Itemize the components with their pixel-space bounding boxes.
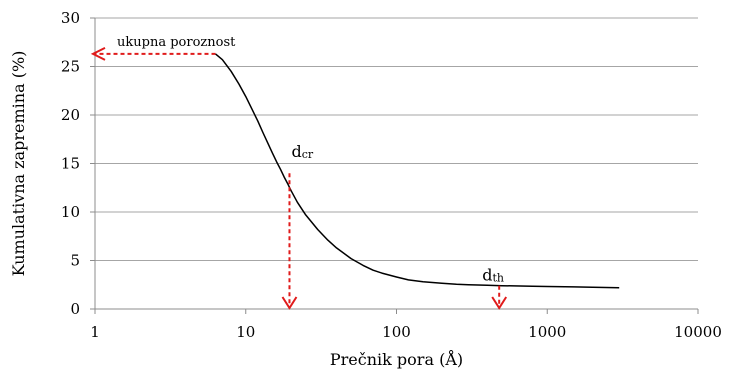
series (215, 53, 620, 289)
y-tick-label: 10 (61, 203, 80, 221)
annotations (90, 46, 508, 310)
total-porosity-arrowhead (90, 46, 106, 61)
annotation-dth-sub: th (492, 272, 504, 285)
x-tick-label: 10000 (674, 323, 722, 341)
x-tick-label: 1 (90, 323, 100, 341)
grid-lines (95, 17, 698, 261)
y-tick-label: 25 (61, 58, 80, 76)
annotation-dth-main: d (482, 266, 492, 285)
tick-labels: 0 5 10 15 20 25 30 1 10 100 1000 10000 (61, 9, 722, 341)
annotation-dcr: dcr (291, 142, 313, 161)
annotation-dcr-main: d (291, 142, 301, 161)
x-axis-title: Prečnik pora (Å) (330, 349, 463, 369)
y-tick-label: 5 (70, 252, 80, 270)
axes (90, 17, 699, 314)
x-tick-label: 1000 (528, 323, 566, 341)
y-axis-title: Kumulativna zapremina (%) (9, 51, 28, 277)
dcr-arrowhead (281, 296, 298, 310)
annotation-dth: dth (482, 266, 504, 285)
y-tick-label: 30 (61, 9, 80, 27)
dth-arrowhead (491, 296, 508, 310)
series-line (215, 53, 620, 289)
x-tick-label: 100 (382, 323, 411, 341)
x-tick-label: 10 (236, 323, 255, 341)
annotation-total-porosity: ukupna poroznost (117, 35, 236, 50)
y-tick-label: 20 (61, 106, 80, 124)
y-tick-label: 15 (61, 155, 80, 173)
annotation-dcr-sub: cr (302, 148, 314, 161)
y-tick-label: 0 (70, 300, 80, 318)
